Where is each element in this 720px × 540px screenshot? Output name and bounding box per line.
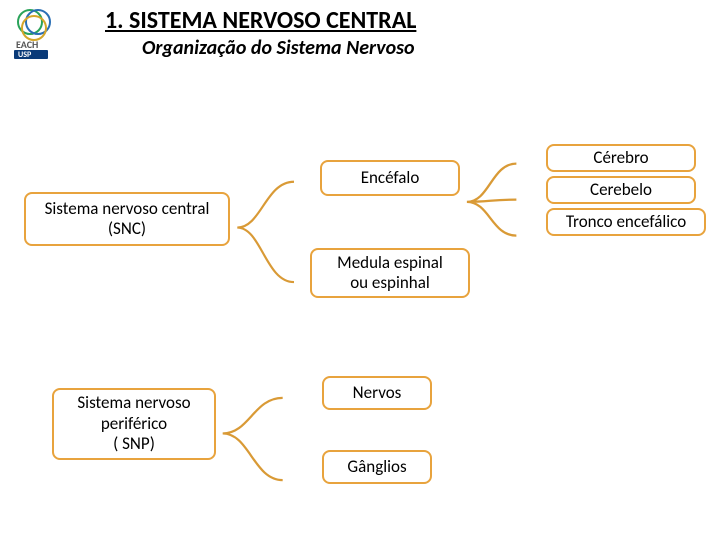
node-medula: Medula espinalou espinhal <box>310 248 470 298</box>
node-ganglios: Gânglios <box>322 450 432 484</box>
node-snp: Sistema nervosoperiférico( SNP) <box>52 388 216 460</box>
node-cerebelo: Cerebelo <box>546 176 696 204</box>
page-subtitle: Organização do Sistema Nervoso <box>142 36 415 60</box>
node-snc: Sistema nervoso central(SNC) <box>24 192 230 246</box>
node-tronco: Tronco encefálico <box>546 208 706 236</box>
page-title: 1. SISTEMA NERVOSO CENTRAL <box>105 6 416 35</box>
connector-encefalo <box>460 158 530 248</box>
svg-text:USP: USP <box>18 50 32 60</box>
node-encefalo: Encéfalo <box>320 160 460 196</box>
each-usp-logo: EACH USP <box>10 6 64 60</box>
node-cerebro: Cérebro <box>546 144 696 172</box>
connector-snp <box>216 389 296 489</box>
node-nervos: Nervos <box>322 376 432 410</box>
connector-snc <box>230 173 310 293</box>
